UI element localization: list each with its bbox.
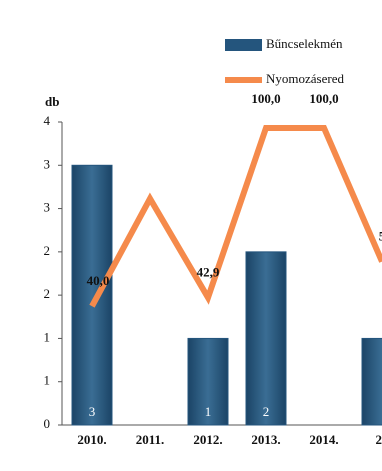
x-tick-label: 2012.: [193, 432, 222, 447]
line-label: 42,9: [197, 265, 220, 280]
y-tick-label: 1: [44, 373, 51, 388]
line-label: 5: [379, 229, 382, 244]
y-tick-label: 2: [44, 243, 51, 258]
bar-label: 1: [205, 404, 212, 419]
x-tick-label: 2014.: [309, 432, 338, 447]
line-label: 40,0: [87, 273, 110, 288]
y-tick-label: 3: [44, 156, 51, 171]
bar-label: 3: [89, 404, 96, 419]
y-tick-label: 2: [44, 286, 51, 301]
x-tick-label: 2011.: [136, 432, 165, 447]
line: [89, 124, 382, 308]
x-tick-label: 2013.: [251, 432, 280, 447]
x-tick-label: 20: [376, 432, 382, 447]
legend-label: Bűncselekmén: [266, 36, 343, 51]
bar: [71, 164, 113, 426]
y-axis-label: db: [45, 94, 59, 109]
y-tick-label: 4: [44, 113, 51, 128]
legend-swatch: [225, 39, 262, 51]
bar: [245, 251, 287, 426]
line-label: 100,0: [309, 91, 338, 106]
x-tick-label: 2010.: [77, 432, 106, 447]
bar: [361, 337, 382, 426]
y-tick-label: 0: [44, 416, 51, 431]
bar: [187, 337, 229, 426]
bar-label: 2: [263, 404, 270, 419]
legend-label: Nyomozásered: [266, 71, 344, 86]
y-tick-label: 3: [44, 200, 51, 215]
line-label: 100,0: [251, 91, 280, 106]
y-tick-label: 1: [44, 329, 51, 344]
